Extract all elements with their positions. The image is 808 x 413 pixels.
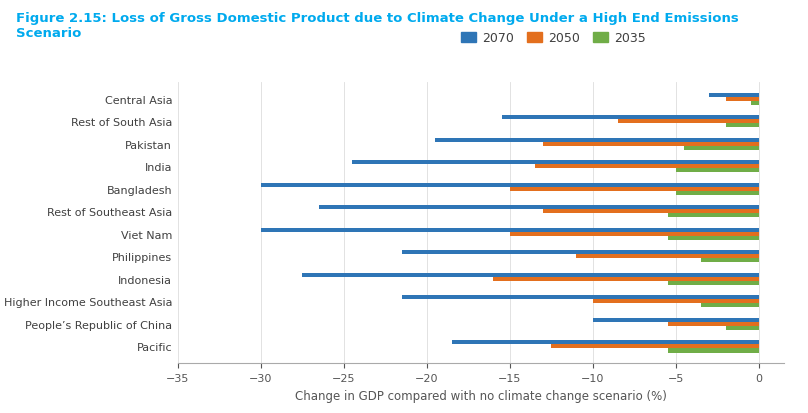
Bar bbox=[452, 341, 759, 344]
Bar bbox=[675, 191, 759, 195]
Bar bbox=[667, 214, 759, 218]
Bar bbox=[493, 277, 759, 281]
Bar bbox=[576, 255, 759, 259]
Bar bbox=[667, 236, 759, 240]
Bar bbox=[319, 206, 759, 210]
Bar bbox=[261, 183, 759, 188]
Bar bbox=[510, 232, 759, 236]
Bar bbox=[751, 102, 759, 105]
Bar bbox=[701, 259, 759, 263]
Bar bbox=[352, 161, 759, 165]
Bar bbox=[402, 296, 759, 300]
Bar bbox=[551, 344, 759, 349]
Bar bbox=[435, 138, 759, 142]
Bar bbox=[593, 300, 759, 304]
Bar bbox=[535, 165, 759, 169]
Bar bbox=[593, 318, 759, 322]
Bar bbox=[675, 169, 759, 173]
Bar bbox=[667, 281, 759, 285]
Bar bbox=[667, 322, 759, 326]
Bar bbox=[726, 97, 759, 102]
Text: Figure 2.15: Loss of Gross Domestic Product due to Climate Change Under a High E: Figure 2.15: Loss of Gross Domestic Prod… bbox=[16, 12, 739, 40]
Bar bbox=[726, 326, 759, 330]
Bar bbox=[618, 120, 759, 124]
Bar bbox=[302, 273, 759, 277]
Bar bbox=[402, 251, 759, 255]
Legend: 2070, 2050, 2035: 2070, 2050, 2035 bbox=[457, 27, 650, 50]
Bar bbox=[543, 210, 759, 214]
Bar bbox=[543, 142, 759, 146]
Bar bbox=[502, 116, 759, 120]
Bar bbox=[510, 188, 759, 191]
Bar bbox=[684, 146, 759, 150]
Bar bbox=[709, 93, 759, 97]
Bar bbox=[701, 304, 759, 308]
Bar bbox=[726, 124, 759, 128]
X-axis label: Change in GDP compared with no climate change scenario (%): Change in GDP compared with no climate c… bbox=[295, 389, 667, 401]
Bar bbox=[667, 349, 759, 353]
Bar bbox=[261, 228, 759, 232]
